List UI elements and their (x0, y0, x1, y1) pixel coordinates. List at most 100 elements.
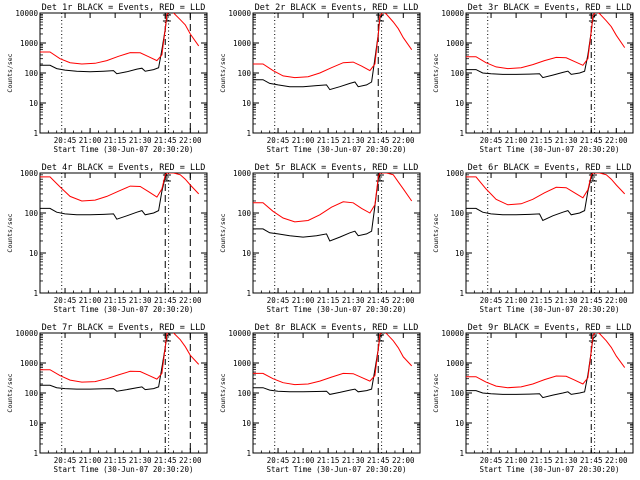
lld-rate-line (40, 173, 200, 202)
x-tick-label: 20:45 (267, 456, 290, 465)
y-tick-label: 1 (459, 129, 464, 138)
x-tick-label: 21:00 (79, 456, 102, 465)
x-tick-label: 21:15 (104, 456, 127, 465)
event-rate-line (466, 173, 597, 222)
plot-frame (252, 172, 421, 294)
y-axis-label: Counts/sec (219, 213, 227, 252)
x-tick-label: 21:00 (505, 456, 528, 465)
x-tick-label: 22:00 (605, 136, 628, 145)
x-tick-label: 21:30 (555, 136, 578, 145)
x-tick-label: 22:00 (392, 456, 415, 465)
y-tick-label: 100 (237, 389, 251, 398)
x-axis-label: Start Time (30-Jun-07 20:30:20) (480, 465, 620, 474)
event-rate-line (40, 173, 171, 220)
x-tick-label: 22:00 (179, 136, 202, 145)
detector-panel: Det 2r BLACK = Events, RED = LLD 10000 100… (219, 3, 421, 154)
panel-title: Det 9r BLACK = Events, RED = LLD (468, 323, 632, 333)
y-tick-label: 1000 (233, 359, 252, 368)
y-axis-label: Counts/sec (6, 213, 14, 252)
panel-title: Det 7r BLACK = Events, RED = LLD (42, 323, 206, 333)
panel-title: Det 2r BLACK = Events, RED = LLD (255, 3, 419, 13)
y-tick-label: 10 (29, 249, 39, 258)
y-tick-label: 10000 (228, 329, 251, 338)
y-tick-label: 1000 (20, 169, 39, 178)
lld-rate-line (40, 333, 200, 383)
x-axis-label: Start Time (30-Jun-07 20:30:20) (267, 145, 407, 154)
x-tick-label: 21:30 (342, 136, 365, 145)
y-axis-label: Counts/sec (219, 373, 227, 412)
plot-frame (465, 12, 634, 134)
x-tick-label: 21:30 (342, 456, 365, 465)
y-tick-label: 100 (450, 209, 464, 218)
y-tick-label: 100 (24, 209, 38, 218)
x-tick-label: 20:45 (480, 136, 503, 145)
y-tick-label: 1 (246, 289, 251, 298)
x-tick-label: 21:15 (317, 136, 340, 145)
y-tick-label: 1000 (233, 39, 252, 48)
detector-panel: Det 9r BLACK = Events, RED = LLD 10000 100… (432, 323, 634, 474)
panel-title: Det 6r BLACK = Events, RED = LLD (468, 163, 632, 173)
y-tick-label: 100 (450, 389, 464, 398)
x-tick-label: 20:45 (54, 296, 77, 305)
x-tick-label: 21:00 (292, 136, 315, 145)
event-rate-line (253, 14, 384, 91)
panel-title: Det 3r BLACK = Events, RED = LLD (468, 3, 632, 13)
y-tick-label: 1 (33, 129, 38, 138)
x-tick-label: 21:45 (367, 456, 390, 465)
y-tick-label: 1000 (20, 39, 39, 48)
x-tick-label: 21:30 (129, 136, 152, 145)
x-axis-label: Start Time (30-Jun-07 20:30:20) (267, 305, 407, 314)
x-tick-label: 21:30 (555, 456, 578, 465)
lld-rate-line (253, 333, 413, 386)
lld-rate-line (253, 173, 413, 223)
x-tick-label: 22:00 (179, 296, 202, 305)
x-tick-label: 21:45 (367, 296, 390, 305)
panel-title: Det 4r BLACK = Events, RED = LLD (42, 163, 206, 173)
x-tick-label: 21:45 (154, 296, 177, 305)
x-tick-label: 21:30 (555, 296, 578, 305)
y-axis-label: Counts/sec (219, 53, 227, 92)
lld-rate-line (40, 13, 200, 65)
event-rate-line (40, 333, 171, 392)
x-tick-label: 21:15 (530, 136, 553, 145)
y-tick-label: 1 (246, 449, 251, 458)
y-tick-label: 100 (450, 69, 464, 78)
lld-rate-line (466, 333, 626, 389)
x-tick-label: 21:00 (79, 296, 102, 305)
x-tick-label: 21:00 (292, 456, 315, 465)
x-tick-label: 21:15 (530, 456, 553, 465)
x-tick-label: 21:00 (79, 136, 102, 145)
event-rate-line (40, 13, 171, 75)
event-rate-line (466, 14, 597, 79)
y-tick-label: 10 (242, 99, 252, 108)
y-tick-label: 100 (24, 389, 38, 398)
y-tick-label: 10 (455, 249, 465, 258)
y-tick-label: 10 (242, 419, 252, 428)
x-tick-label: 21:00 (292, 296, 315, 305)
x-tick-label: 21:45 (580, 296, 603, 305)
x-axis-label: Start Time (30-Jun-07 20:30:20) (480, 145, 620, 154)
plot-frame (39, 332, 208, 454)
x-tick-label: 21:00 (505, 136, 528, 145)
panel-title: Det 8r BLACK = Events, RED = LLD (255, 323, 419, 333)
y-axis-label: Counts/sec (432, 53, 440, 92)
y-tick-label: 10 (455, 419, 465, 428)
x-tick-label: 22:00 (605, 296, 628, 305)
x-tick-label: 21:45 (154, 456, 177, 465)
detector-panel: Det 8r BLACK = Events, RED = LLD 10000 100… (219, 323, 421, 474)
flare-marker-glyph (375, 174, 384, 182)
x-tick-label: 21:45 (580, 136, 603, 145)
event-rate-line (466, 335, 597, 399)
detector-panel: Det 1r BLACK = Events, RED = LLD 10000 100… (6, 3, 208, 154)
x-tick-label: 20:45 (54, 136, 77, 145)
x-axis-label: Start Time (30-Jun-07 20:30:20) (54, 305, 194, 314)
x-tick-label: 20:45 (54, 456, 77, 465)
lld-rate-line (466, 173, 626, 206)
y-tick-label: 10000 (228, 9, 251, 18)
x-tick-label: 21:45 (580, 456, 603, 465)
x-tick-label: 22:00 (605, 456, 628, 465)
y-tick-label: 100 (237, 69, 251, 78)
plot-frame (465, 332, 634, 454)
